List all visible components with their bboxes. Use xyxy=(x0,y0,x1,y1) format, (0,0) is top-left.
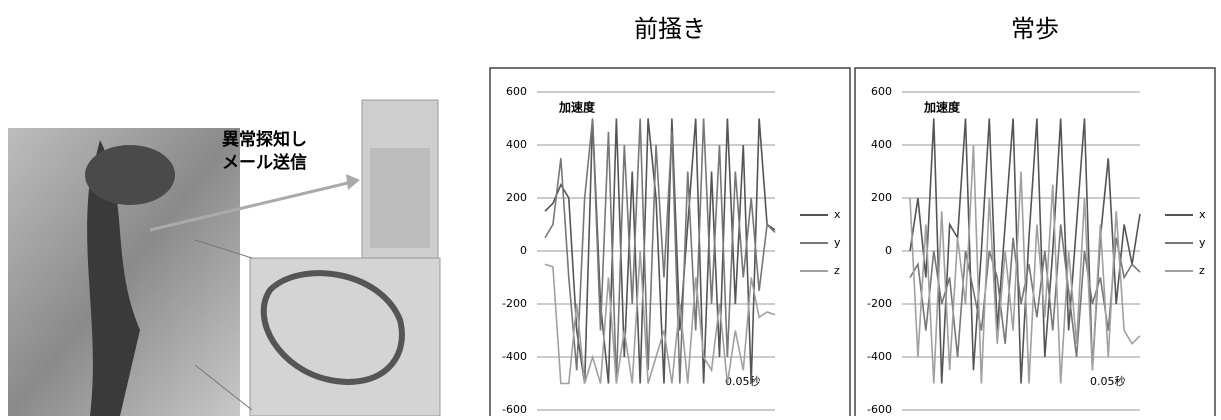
photo-group: 異常探知し メール送信 xyxy=(8,100,440,416)
y-tick-label: 600 xyxy=(871,85,892,98)
chart-title: 前掻き xyxy=(634,15,706,43)
y-tick-label: -400 xyxy=(867,350,892,363)
y-tick-label: 400 xyxy=(506,138,527,151)
legend-label: y xyxy=(1199,236,1206,249)
caption: 異常探知し xyxy=(222,129,307,150)
y-tick-label: -600 xyxy=(867,403,892,416)
annotation: 加速度 xyxy=(558,100,596,115)
y-tick-label: 600 xyxy=(506,85,527,98)
annotation: 加速度 xyxy=(923,100,961,115)
legend-label: x xyxy=(1199,208,1206,221)
y-tick-label: 200 xyxy=(506,191,527,204)
chart-frame xyxy=(490,68,850,416)
y-tick-label: 0 xyxy=(885,244,892,257)
legend-label: z xyxy=(834,264,840,277)
y-tick-label: 0 xyxy=(520,244,527,257)
arrow-head xyxy=(346,174,360,190)
y-tick-label: -200 xyxy=(867,297,892,310)
y-tick-label: 400 xyxy=(871,138,892,151)
chart-title: 常歩 xyxy=(1011,15,1059,43)
legend-label: x xyxy=(834,208,841,221)
page: 異常探知し メール送信 前掻き -600 -400 -200 0 200 400 600 加速度… xyxy=(0,0,1221,416)
y-tick-label: -600 xyxy=(502,403,527,416)
sensor xyxy=(85,145,175,205)
y-tick-label: -400 xyxy=(502,350,527,363)
phone-screen xyxy=(370,148,430,248)
chart-frame xyxy=(855,68,1215,416)
caption: メール送信 xyxy=(222,152,307,173)
x-axis-label: 0.05秒 xyxy=(1090,374,1126,388)
x-axis-label: 0.05秒 xyxy=(725,374,761,388)
legend-label: y xyxy=(834,236,841,249)
figure: 異常探知し メール送信 前掻き -600 -400 -200 0 200 400 600 加速度… xyxy=(0,0,1221,416)
y-tick-label: 200 xyxy=(871,191,892,204)
y-tick-label: -200 xyxy=(502,297,527,310)
legend-label: z xyxy=(1199,264,1205,277)
